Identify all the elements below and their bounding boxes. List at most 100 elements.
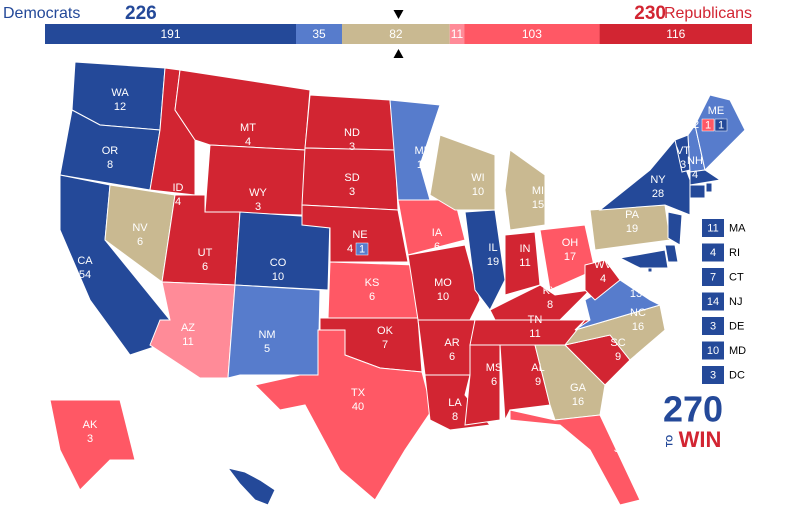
dem-total: 226 <box>125 3 157 24</box>
small-state-ev: 14 <box>707 296 719 308</box>
state-ev: 4 <box>242 461 248 473</box>
state-ev: 6 <box>449 351 455 363</box>
small-state-abbr: DC <box>729 369 745 381</box>
state-abbr: UT <box>198 247 213 259</box>
state <box>664 244 679 263</box>
small-state-box <box>702 341 724 360</box>
state-ev: 4 <box>245 136 251 148</box>
small-state-ev: 7 <box>710 271 716 283</box>
state-ev: 16 <box>572 396 584 408</box>
state-ev: 3 <box>255 201 261 213</box>
state <box>667 211 683 246</box>
state-abbr: GA <box>570 382 587 394</box>
state-ev: 10 <box>437 291 449 303</box>
state-ev: 12 <box>114 101 126 113</box>
state-abbr: SC <box>610 337 625 349</box>
state <box>226 467 276 506</box>
state-abbr: FL <box>614 429 627 441</box>
state <box>464 209 506 311</box>
state-abbr: TX <box>351 387 366 399</box>
small-state-box <box>702 219 724 237</box>
small-state-ev: 11 <box>707 222 718 234</box>
state <box>174 69 311 151</box>
bar-segment-label: 191 <box>160 27 180 41</box>
state <box>504 149 546 231</box>
state-ev: 40 <box>352 401 364 413</box>
state-ev: 19 <box>487 256 499 268</box>
state-abbr: CO <box>270 257 287 269</box>
logo-number: 270 <box>663 389 723 430</box>
state-ev: 2 <box>693 119 699 131</box>
state <box>389 99 441 201</box>
state-ev: 3 <box>349 141 355 153</box>
state-abbr: NE <box>352 229 367 241</box>
small-state-abbr: CT <box>729 271 744 283</box>
state <box>429 134 496 211</box>
small-state-ev: 3 <box>710 320 716 332</box>
state-abbr: PA <box>625 209 640 221</box>
bar-segment-label: 103 <box>522 27 542 41</box>
state-ev: 11 <box>182 336 193 348</box>
state-abbr: MI <box>532 185 544 197</box>
state-ev: 10 <box>472 186 484 198</box>
bar-segment-label: 35 <box>312 27 326 41</box>
small-state-abbr: MA <box>729 222 746 234</box>
state-abbr: AR <box>444 337 459 349</box>
state-abbr: AZ <box>181 322 195 334</box>
state-abbr: WY <box>249 187 267 199</box>
bar-segment <box>341 24 450 44</box>
state <box>584 259 621 301</box>
state-abbr: IA <box>432 227 443 239</box>
district-ev: 1 <box>718 119 724 131</box>
state-ev: 4 <box>175 196 181 208</box>
state-abbr: MN <box>414 145 431 157</box>
state <box>705 182 713 193</box>
state <box>254 329 433 501</box>
state-ev: 3 <box>680 159 686 171</box>
state-abbr: KS <box>365 277 380 289</box>
state <box>234 211 331 291</box>
small-state-box <box>702 243 724 262</box>
small-state-ev: 10 <box>707 345 719 357</box>
state <box>227 284 321 379</box>
bar-segment <box>464 24 600 44</box>
state-ev: 6 <box>202 261 208 273</box>
state <box>618 249 669 269</box>
state <box>499 344 551 422</box>
state-ev: 15 <box>532 199 544 211</box>
midpoint-marker <box>393 49 404 58</box>
state-abbr: OH <box>562 237 579 249</box>
state-abbr: IN <box>520 243 531 255</box>
state-ev: 8 <box>452 411 458 423</box>
small-state-box <box>702 292 724 311</box>
district-box <box>355 242 369 256</box>
state-abbr: AL <box>531 362 544 374</box>
district-box <box>714 118 728 132</box>
state-ev: 9 <box>615 351 621 363</box>
state <box>49 399 136 491</box>
state <box>647 267 653 273</box>
state-ev: 54 <box>79 269 91 281</box>
state-ev: 6 <box>491 376 497 388</box>
state-ev: 10 <box>417 159 429 171</box>
state-abbr: OR <box>102 145 119 157</box>
bar-segment-label: 11 <box>451 27 464 41</box>
district-box <box>701 118 715 132</box>
small-state-abbr: MD <box>729 345 746 357</box>
state-abbr: MS <box>486 362 503 374</box>
state-ev: 3 <box>87 433 93 445</box>
state-abbr: IL <box>488 242 497 254</box>
state-ev: 17 <box>564 251 576 263</box>
state-ev: 4 <box>600 273 606 285</box>
state-abbr: HI <box>240 447 251 459</box>
small-state-ev: 4 <box>710 247 716 259</box>
state <box>689 184 706 199</box>
small-state-abbr: RI <box>729 247 740 259</box>
bar-segment <box>599 24 752 44</box>
small-state-box <box>702 366 724 384</box>
state-ev: 6 <box>434 241 440 253</box>
state-ev: 5 <box>264 343 270 355</box>
state-abbr: ID <box>173 182 184 194</box>
state-abbr: WA <box>111 87 129 99</box>
state-abbr: MO <box>434 277 452 289</box>
